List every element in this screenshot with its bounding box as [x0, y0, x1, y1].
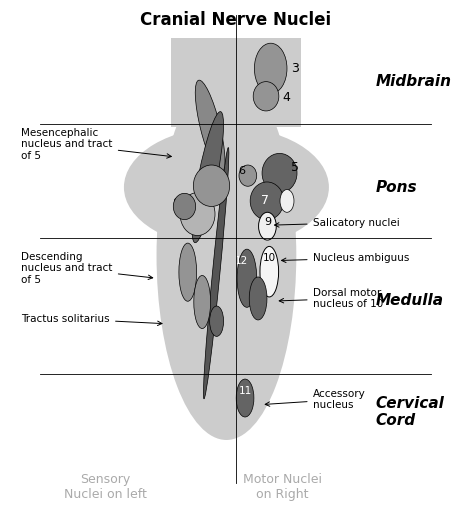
- Ellipse shape: [124, 127, 329, 248]
- Ellipse shape: [250, 182, 284, 220]
- Text: Pons: Pons: [375, 180, 417, 195]
- Ellipse shape: [280, 190, 294, 212]
- Text: 6: 6: [238, 166, 246, 176]
- Text: Cranial Nerve Nuclei: Cranial Nerve Nuclei: [140, 11, 331, 30]
- Ellipse shape: [258, 212, 276, 240]
- Text: 10: 10: [263, 253, 276, 263]
- Ellipse shape: [210, 306, 224, 336]
- Text: Dorsal motor
nucleus of 10: Dorsal motor nucleus of 10: [279, 288, 383, 309]
- Ellipse shape: [193, 165, 230, 206]
- Ellipse shape: [237, 249, 257, 307]
- Text: Accessory
nucleus: Accessory nucleus: [265, 389, 365, 410]
- Bar: [171, 38, 301, 127]
- Ellipse shape: [195, 80, 225, 173]
- Text: Salicatory nuclei: Salicatory nuclei: [274, 218, 400, 227]
- Text: Descending
nucleus and tract
of 5: Descending nucleus and tract of 5: [21, 251, 153, 285]
- Text: Sensory
Nuclei on left: Sensory Nuclei on left: [64, 473, 147, 501]
- Text: 5: 5: [197, 176, 205, 189]
- Text: 9: 9: [264, 217, 271, 227]
- Ellipse shape: [239, 165, 257, 186]
- Ellipse shape: [180, 193, 215, 236]
- Text: 5: 5: [291, 160, 299, 174]
- Ellipse shape: [203, 148, 229, 399]
- Text: 4: 4: [283, 91, 290, 104]
- Text: 3: 3: [291, 62, 299, 75]
- Ellipse shape: [249, 277, 267, 320]
- Text: 8: 8: [173, 197, 181, 210]
- Ellipse shape: [156, 71, 296, 440]
- Ellipse shape: [179, 243, 197, 301]
- Ellipse shape: [255, 43, 287, 94]
- Text: Mesencephalic
nucleus and tract
of 5: Mesencephalic nucleus and tract of 5: [21, 128, 171, 161]
- Ellipse shape: [194, 275, 210, 329]
- Text: Midbrain: Midbrain: [375, 74, 452, 88]
- Text: 7: 7: [261, 194, 269, 207]
- Ellipse shape: [192, 111, 224, 243]
- Text: 11: 11: [238, 386, 252, 396]
- Text: 12: 12: [235, 256, 248, 266]
- Ellipse shape: [236, 379, 254, 417]
- Ellipse shape: [260, 246, 279, 297]
- Ellipse shape: [262, 153, 297, 193]
- Text: Tractus solitarius: Tractus solitarius: [21, 314, 162, 326]
- Text: Cervical
Cord: Cervical Cord: [375, 396, 445, 428]
- Text: Medulla: Medulla: [375, 293, 444, 309]
- Text: Nucleus ambiguus: Nucleus ambiguus: [282, 253, 409, 263]
- Text: Motor Nuclei
on Right: Motor Nuclei on Right: [243, 473, 322, 501]
- Ellipse shape: [253, 82, 279, 111]
- Ellipse shape: [173, 193, 196, 220]
